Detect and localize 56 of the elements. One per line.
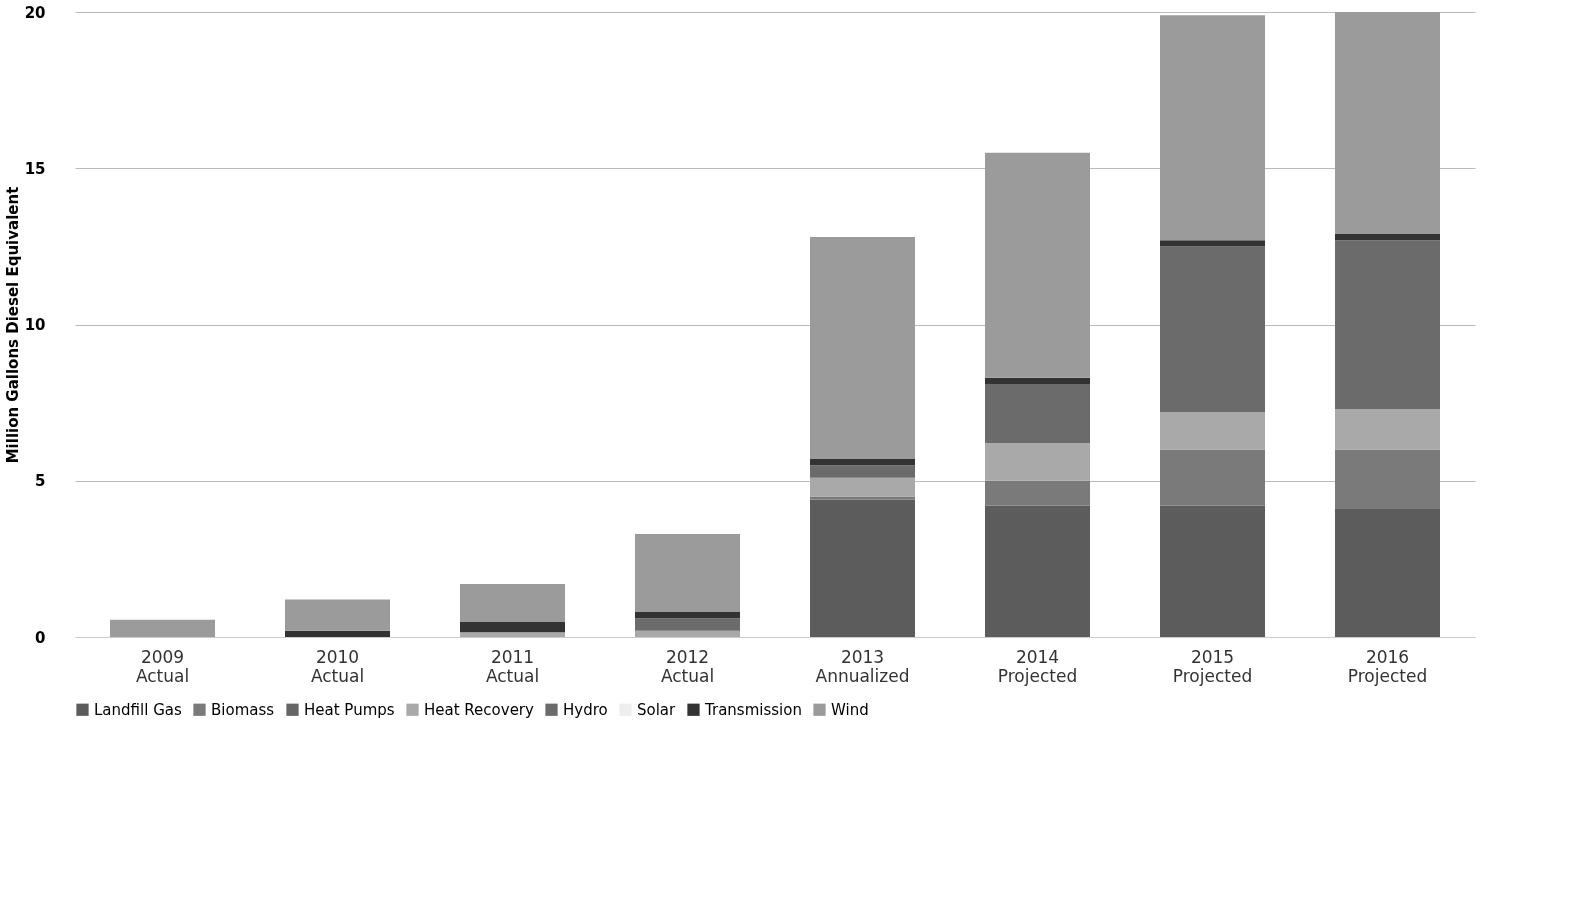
x-tick-label: 2012 Actual (660, 646, 715, 686)
legend-label: Heat Pumps (304, 700, 395, 719)
bar (460, 583, 565, 622)
bar (635, 612, 740, 619)
bar (1335, 449, 1440, 509)
y-tick-label: 10 (24, 316, 46, 334)
bar (810, 499, 915, 637)
bar (285, 599, 390, 631)
bar (985, 377, 1090, 384)
legend-label: Hydro (563, 700, 608, 719)
bar (1160, 240, 1265, 247)
legend-label: Solar (637, 700, 677, 719)
bar (810, 477, 915, 497)
x-tick-label: 2013 Annualized (815, 646, 910, 686)
legend-label: Transmission (704, 700, 802, 719)
bar (110, 619, 215, 637)
bar (635, 618, 740, 631)
x-tick-label: 2015 Projected (1172, 646, 1253, 686)
x-tick-label: 2010 Actual (310, 646, 365, 686)
x-tick-label: 2011 Actual (485, 646, 540, 686)
bar (285, 630, 390, 637)
y-tick-label: 20 (24, 3, 46, 22)
bar (1335, 12, 1440, 234)
bar (1335, 233, 1440, 241)
bar (1160, 505, 1265, 637)
bar (1335, 240, 1440, 409)
bar (1160, 15, 1265, 241)
bar (985, 480, 1090, 506)
legend-label: Heat Recovery (424, 700, 535, 719)
bar (985, 152, 1090, 378)
bar (985, 383, 1090, 444)
y-axis-title: Million Gallons Diesel Equivalent (3, 186, 22, 464)
bar (985, 443, 1090, 481)
bar (1335, 408, 1440, 450)
bar (985, 505, 1090, 637)
bar (1160, 449, 1265, 506)
bar (810, 237, 915, 459)
bar (635, 533, 740, 612)
bar (1335, 508, 1440, 637)
x-tick-label: 2009 Actual (135, 646, 190, 686)
bar (635, 630, 740, 637)
y-tick-label: 5 (35, 472, 46, 491)
y-tick-label: 15 (24, 159, 46, 178)
bar (810, 496, 915, 500)
bar (460, 632, 565, 637)
bar (810, 465, 915, 478)
legend-label: Biomass (211, 700, 275, 719)
x-tick-label: 2016 Projected (1347, 646, 1428, 686)
bar (460, 621, 565, 633)
bar (810, 458, 915, 466)
legend-label: Landfill Gas (94, 700, 182, 719)
bar (1160, 246, 1265, 412)
y-tick-label: 0 (35, 628, 46, 647)
legend-label: Wind (831, 700, 869, 719)
x-tick-label: 2014 Projected (997, 646, 1078, 686)
bar (1160, 412, 1265, 450)
